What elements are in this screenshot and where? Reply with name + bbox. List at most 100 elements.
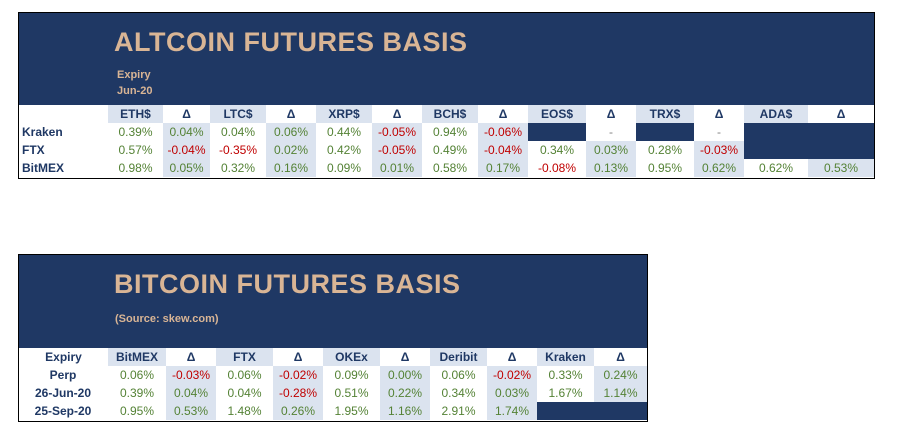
- col-header: Δ: [273, 348, 323, 366]
- col-header: Kraken: [537, 348, 594, 366]
- col-header: ETH$: [108, 105, 163, 123]
- cell: 0.39%: [119, 386, 155, 400]
- cell: 1.95%: [334, 404, 369, 418]
- cell: -0.04%: [163, 141, 210, 159]
- cell: 0.16%: [266, 159, 316, 177]
- col-header: BitMEX: [108, 348, 166, 366]
- cell: 0.32%: [220, 161, 256, 175]
- cell: -0.06%: [478, 123, 528, 141]
- cell: 0.49%: [432, 143, 468, 157]
- cell: 0.06%: [266, 123, 316, 141]
- col-header: Δ: [380, 348, 430, 366]
- col-header: FTX: [216, 348, 273, 366]
- altcoin-title: ALTCOIN FUTURES BASIS: [114, 27, 468, 57]
- table-row: Perp 0.06% -0.03% 0.06% -0.02% 0.09% 0.0…: [19, 366, 647, 384]
- col-header: Δ: [166, 348, 216, 366]
- cell: -: [609, 125, 613, 139]
- col-header: Deribit: [430, 348, 487, 366]
- cell: [636, 123, 694, 141]
- cell: 0.57%: [118, 143, 153, 157]
- cell: 0.05%: [163, 159, 210, 177]
- cell: 0.53%: [166, 402, 216, 420]
- cell: [808, 123, 874, 141]
- cell: 0.04%: [166, 384, 216, 402]
- cell: 2.91%: [441, 404, 476, 418]
- cell: 0.34%: [539, 143, 575, 157]
- altcoin-table: ETH$ Δ LTC$ Δ XRP$ Δ BCH$ Δ EOS$ Δ TRX$ …: [19, 105, 874, 177]
- table-row: BitMEX 0.98% 0.05% 0.32% 0.16% 0.09% 0.0…: [19, 159, 874, 177]
- cell: 0.34%: [441, 386, 476, 400]
- table-row: 26-Jun-20 0.39% 0.04% 0.04% -0.28% 0.51%…: [19, 384, 647, 402]
- col-header: Δ: [266, 105, 316, 123]
- cell: [528, 123, 586, 141]
- row-label: 26-Jun-20: [34, 386, 92, 400]
- col-header: TRX$: [636, 105, 694, 123]
- cell: 0.06%: [119, 368, 155, 382]
- cell: [808, 141, 874, 159]
- col-header: BCH$: [422, 105, 478, 123]
- col-header: Δ: [487, 348, 537, 366]
- table-row: FTX 0.57% -0.04% -0.35% 0.02% 0.42% -0.0…: [19, 141, 874, 159]
- bitcoin-source: (Source: skew.com): [115, 313, 219, 325]
- col-header: ADA$: [744, 105, 808, 123]
- col-header: OKEx: [323, 348, 380, 366]
- cell: 0.95%: [647, 161, 683, 175]
- row-label: FTX: [22, 143, 45, 157]
- cell: 0.95%: [119, 404, 155, 418]
- bitcoin-title: BITCOIN FUTURES BASIS: [114, 269, 461, 299]
- cell: -0.28%: [273, 384, 323, 402]
- cell: 0.62%: [694, 159, 744, 177]
- table-row: Kraken 0.39% 0.04% 0.04% 0.06% 0.44% -0.…: [19, 123, 874, 141]
- bitcoin-banner: [19, 255, 647, 348]
- cell: 0.00%: [380, 366, 430, 384]
- cell: -0.35%: [218, 143, 258, 157]
- cell: 0.98%: [118, 161, 153, 175]
- cell: 0.09%: [334, 368, 369, 382]
- row-label: 25-Sep-20: [34, 404, 92, 418]
- cell: 0.44%: [326, 125, 362, 139]
- col-header: Δ: [372, 105, 422, 123]
- cell: 0.51%: [334, 386, 369, 400]
- cell: -0.08%: [537, 161, 577, 175]
- col-header: Δ: [694, 105, 744, 123]
- cell: -0.03%: [166, 366, 216, 384]
- cell: 0.62%: [758, 161, 794, 175]
- cell: [744, 123, 808, 141]
- row-label: BitMEX: [22, 161, 64, 175]
- cell: 0.09%: [326, 161, 362, 175]
- cell: -0.02%: [273, 366, 323, 384]
- cell: 0.53%: [808, 159, 874, 177]
- cell: -0.05%: [372, 123, 422, 141]
- col-header: Δ: [478, 105, 528, 123]
- cell: 0.26%: [273, 402, 323, 420]
- altcoin-panel: ALTCOIN FUTURES BASIS Expiry Jun-20 ETH$…: [18, 12, 875, 179]
- cell: 0.04%: [220, 125, 256, 139]
- col-header: LTC$: [210, 105, 266, 123]
- bitcoin-header-row: Expiry BitMEX Δ FTX Δ OKEx Δ Deribit Δ K…: [19, 348, 647, 366]
- cell: 0.17%: [478, 159, 528, 177]
- table-row: 25-Sep-20 0.95% 0.53% 1.48% 0.26% 1.95% …: [19, 402, 647, 420]
- cell: -0.02%: [487, 366, 537, 384]
- cell: 1.14%: [594, 384, 647, 402]
- cell: 0.22%: [380, 384, 430, 402]
- cell: 0.13%: [586, 159, 636, 177]
- cell: -0.05%: [372, 141, 422, 159]
- altcoin-expiry-label: Expiry: [117, 69, 151, 81]
- cell: 0.42%: [326, 143, 362, 157]
- altcoin-corner: [19, 105, 108, 123]
- cell: 1.67%: [548, 386, 583, 400]
- cell: 0.24%: [594, 366, 647, 384]
- cell: 0.03%: [586, 141, 636, 159]
- cell: 0.01%: [372, 159, 422, 177]
- cell: 1.16%: [380, 402, 430, 420]
- cell: 0.06%: [227, 368, 262, 382]
- cell: -: [717, 125, 721, 139]
- altcoin-header-row: ETH$ Δ LTC$ Δ XRP$ Δ BCH$ Δ EOS$ Δ TRX$ …: [19, 105, 874, 123]
- cell: 0.94%: [432, 125, 468, 139]
- cell: 0.33%: [548, 368, 583, 382]
- altcoin-expiry-value: Jun-20: [117, 85, 153, 97]
- cell: 1.48%: [227, 404, 262, 418]
- bitcoin-table: Expiry BitMEX Δ FTX Δ OKEx Δ Deribit Δ K…: [19, 348, 647, 420]
- col-header: XRP$: [316, 105, 372, 123]
- col-header: Δ: [586, 105, 636, 123]
